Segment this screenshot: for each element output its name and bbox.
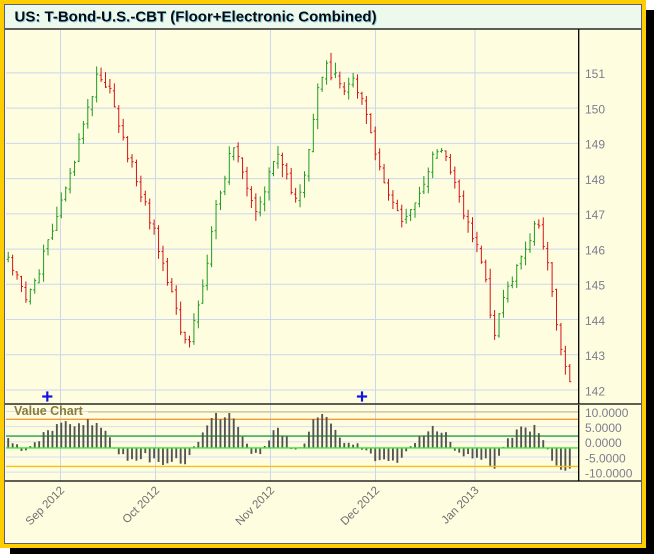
svg-text:147: 147 — [585, 208, 605, 222]
svg-text:-10.0000: -10.0000 — [585, 466, 633, 480]
svg-text:US: T-Bond-U.S.-CBT (Floor+Ele: US: T-Bond-U.S.-CBT (Floor+Electronic Co… — [15, 9, 377, 26]
svg-text:151: 151 — [585, 67, 605, 81]
svg-text:142: 142 — [585, 384, 605, 398]
svg-text:146: 146 — [585, 243, 605, 257]
svg-text:145: 145 — [585, 279, 605, 293]
svg-text:143: 143 — [585, 349, 605, 363]
svg-text:149: 149 — [585, 138, 605, 152]
svg-text:5.0000: 5.0000 — [585, 421, 622, 435]
svg-text:-5.0000: -5.0000 — [585, 451, 626, 465]
svg-text:148: 148 — [585, 173, 605, 187]
svg-text:Value Chart: Value Chart — [14, 404, 84, 418]
svg-text:150: 150 — [585, 102, 605, 116]
svg-text:144: 144 — [585, 314, 605, 328]
svg-text:10.0000: 10.0000 — [585, 406, 629, 420]
svg-text:0.0000: 0.0000 — [585, 436, 622, 450]
